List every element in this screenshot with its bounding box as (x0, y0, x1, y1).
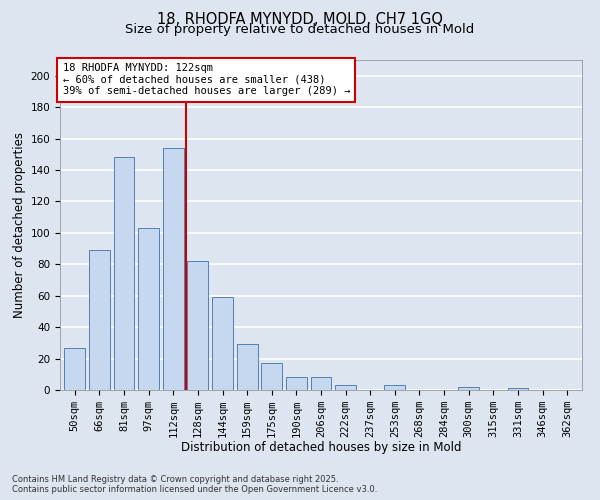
Bar (212, 298, 233, 390)
Bar (64, 348, 85, 390)
Bar (236, 344, 257, 390)
Bar (187, 261, 208, 390)
Y-axis label: Number of detached properties: Number of detached properties (13, 132, 26, 318)
Bar (138, 228, 159, 390)
Bar (113, 158, 134, 390)
Bar (335, 386, 356, 390)
Text: 18 RHODFA MYNYDD: 122sqm
← 60% of detached houses are smaller (438)
39% of semi-: 18 RHODFA MYNYDD: 122sqm ← 60% of detach… (62, 64, 350, 96)
Bar (261, 364, 282, 390)
Bar (458, 387, 479, 390)
Bar (508, 388, 529, 390)
Bar (385, 386, 406, 390)
Bar (286, 378, 307, 390)
Text: Contains HM Land Registry data © Crown copyright and database right 2025.
Contai: Contains HM Land Registry data © Crown c… (12, 474, 377, 494)
Bar (163, 148, 184, 390)
Text: 18, RHODFA MYNYDD, MOLD, CH7 1GQ: 18, RHODFA MYNYDD, MOLD, CH7 1GQ (157, 12, 443, 28)
Text: Size of property relative to detached houses in Mold: Size of property relative to detached ho… (125, 22, 475, 36)
X-axis label: Distribution of detached houses by size in Mold: Distribution of detached houses by size … (181, 442, 461, 454)
Bar (89, 250, 110, 390)
Bar (311, 378, 331, 390)
